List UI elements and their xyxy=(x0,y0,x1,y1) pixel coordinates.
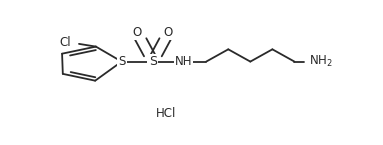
Text: O: O xyxy=(164,27,173,39)
Text: Cl: Cl xyxy=(59,36,71,49)
Text: NH: NH xyxy=(175,55,192,68)
Text: O: O xyxy=(133,27,142,39)
Text: S: S xyxy=(149,55,157,68)
Text: S: S xyxy=(118,55,125,68)
Text: HCl: HCl xyxy=(155,107,176,120)
Text: NH$_2$: NH$_2$ xyxy=(309,54,333,69)
